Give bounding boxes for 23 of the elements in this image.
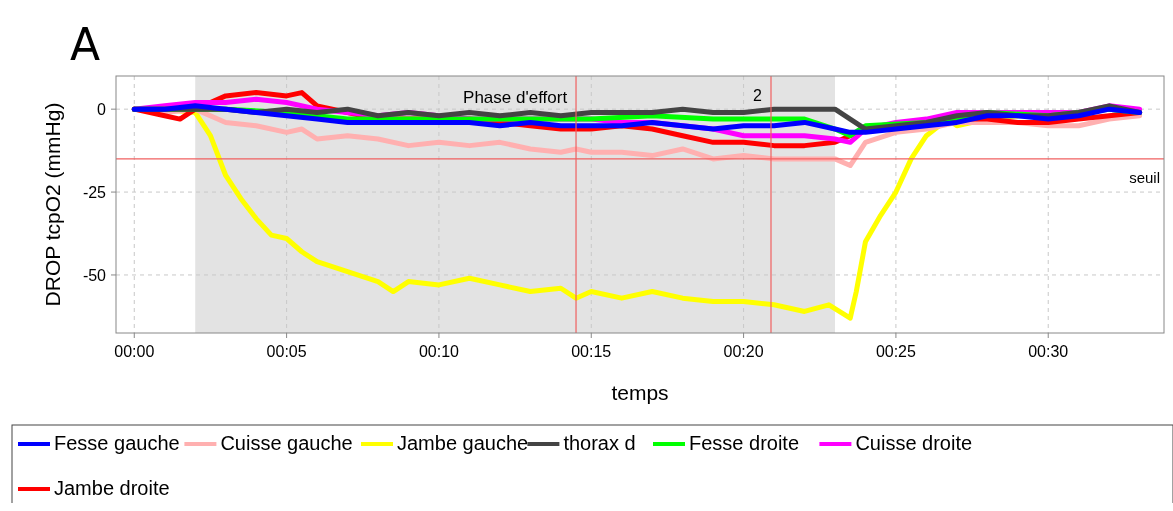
x-tick-label: 00:15: [571, 343, 612, 360]
annotation: 2: [753, 87, 763, 104]
band-label: Phase d'effort: [463, 88, 568, 107]
x-tick-label: 00:10: [418, 343, 460, 360]
legend-label: Fesse droite: [689, 432, 800, 454]
legend-label: thorax d: [563, 432, 636, 454]
y-tick-label: -25: [82, 184, 107, 202]
legend-label: Cuisse droite: [855, 432, 973, 454]
legend-label: Cuisse gauche: [220, 432, 353, 454]
x-axis-title: temps: [611, 381, 669, 404]
legend-label: Jambe gauche: [397, 432, 529, 454]
x-tick-label: 00:30: [1028, 343, 1069, 360]
ref-line-label: seuil: [1129, 168, 1160, 186]
y-tick-label: 0: [97, 101, 107, 119]
x-tick-label: 00:00: [114, 343, 155, 360]
legend-label: Jambe droite: [54, 477, 170, 499]
x-tick-label: 00:05: [266, 343, 307, 360]
chart-title: A: [70, 19, 101, 70]
x-tick-label: 00:20: [723, 343, 764, 360]
x-tick-label: 00:25: [875, 343, 917, 360]
y-axis-title: DROP tcpO2 (mmHg): [41, 102, 64, 307]
legend-label: Fesse gauche: [54, 432, 180, 454]
y-tick-label: -50: [82, 266, 107, 284]
